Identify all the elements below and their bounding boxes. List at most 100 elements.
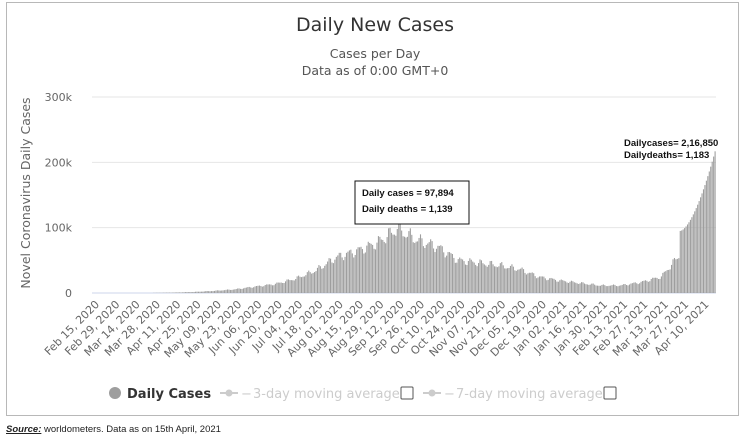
bar [409, 228, 411, 293]
bar [311, 273, 313, 293]
bar [469, 258, 471, 293]
bar [528, 272, 530, 293]
bar [322, 268, 324, 293]
bar [212, 291, 214, 293]
bar [592, 283, 594, 293]
bar [270, 284, 272, 293]
legend-checkbox-7day[interactable] [603, 386, 617, 400]
annotation-2-line-2: Dailydeaths= 1,183 [624, 150, 709, 161]
bar [434, 252, 436, 293]
bar [319, 266, 321, 293]
bar [418, 237, 420, 293]
bar [312, 272, 314, 293]
bar [489, 261, 491, 293]
bar [663, 271, 665, 293]
bar [597, 285, 599, 293]
bar [486, 266, 488, 293]
bar [557, 281, 559, 293]
bar [298, 275, 300, 293]
bar [704, 185, 706, 293]
bar [374, 249, 377, 293]
bar [388, 228, 390, 293]
bar [361, 249, 364, 293]
bar [289, 280, 291, 293]
bar [341, 257, 343, 293]
bar [274, 283, 276, 293]
bar [373, 248, 375, 293]
bar [700, 197, 702, 293]
y-tick-labels: 0 100k 200k 300k [45, 91, 73, 300]
bar [446, 255, 448, 293]
y-tick-label: 300k [45, 91, 73, 104]
bar [450, 253, 452, 293]
bar [264, 285, 266, 293]
bar [192, 292, 194, 293]
source-note: Source: worldometers. Data as on 15th Ap… [6, 424, 221, 435]
bar [459, 257, 461, 293]
bar [285, 281, 287, 293]
bar [287, 279, 289, 293]
bar [369, 242, 371, 293]
legend-checkbox-3day[interactable] [400, 386, 414, 400]
bar [367, 241, 369, 293]
bar [338, 252, 340, 293]
bar [567, 282, 570, 293]
bar [582, 282, 584, 293]
bar [483, 264, 485, 293]
bar [550, 277, 552, 293]
bar [463, 261, 465, 293]
legend-item-3day[interactable]: − 3-day moving average [220, 386, 414, 402]
bar [402, 236, 404, 293]
bar [412, 242, 414, 293]
bar [691, 217, 693, 293]
bar [209, 291, 211, 293]
bar [479, 259, 481, 293]
bar [533, 273, 535, 293]
bar [379, 236, 381, 293]
bar [325, 264, 327, 293]
bar [523, 269, 525, 293]
bar [524, 272, 526, 293]
bar [238, 288, 240, 293]
y-tick-label: 100k [45, 222, 73, 235]
bar [520, 268, 522, 293]
bar [610, 285, 612, 293]
bar [441, 246, 443, 293]
legend-item-7day[interactable]: − 7-day moving average [423, 386, 617, 402]
bar [245, 287, 247, 293]
bar [390, 232, 393, 293]
bar [315, 271, 317, 293]
bar [630, 283, 632, 293]
bar [208, 291, 210, 293]
bar [216, 290, 218, 293]
bar [200, 291, 202, 293]
bar [305, 275, 307, 293]
bar [327, 261, 329, 293]
bar [672, 259, 674, 293]
bar [569, 281, 571, 293]
bar [711, 161, 713, 293]
annotation-1-line-1: Daily cases = 97,894 [362, 188, 454, 199]
bar [183, 292, 185, 293]
bar [570, 280, 572, 293]
bar [544, 278, 546, 293]
bar [408, 231, 410, 293]
bar [302, 276, 304, 293]
bar [329, 258, 332, 293]
bar [605, 286, 607, 293]
bar [437, 245, 439, 293]
bar [681, 230, 683, 293]
legend-item-daily-cases[interactable]: Daily Cases [109, 387, 211, 402]
bar [253, 287, 255, 293]
bar [393, 234, 395, 293]
bar [344, 256, 346, 293]
bar [679, 230, 681, 293]
legend-label-3day: 3-day moving average [253, 387, 400, 402]
bar [241, 288, 243, 293]
bar [419, 234, 422, 293]
bar [637, 284, 639, 293]
bar [627, 285, 629, 293]
bar [618, 285, 620, 293]
bar [392, 234, 394, 293]
bar [541, 276, 543, 293]
